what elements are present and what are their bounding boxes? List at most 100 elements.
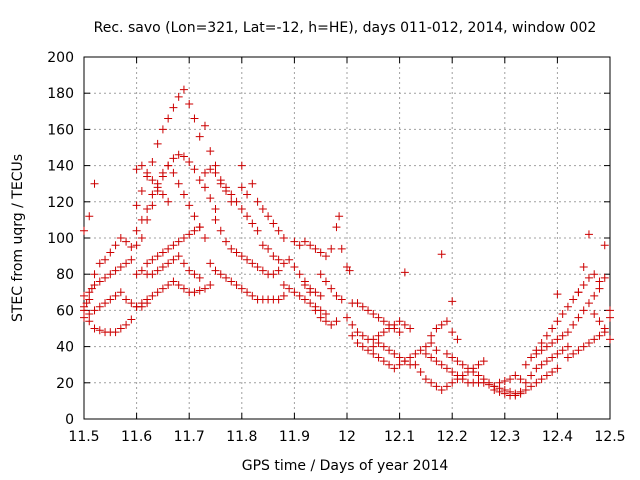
data-point [211, 205, 220, 214]
data-point [390, 349, 399, 358]
data-point [248, 219, 257, 228]
data-point [437, 386, 446, 395]
data-point [579, 281, 588, 290]
data-point [274, 255, 283, 264]
data-point [216, 270, 225, 279]
data-point [174, 281, 183, 290]
data-point [343, 313, 351, 322]
data-point [311, 306, 320, 315]
data-point [169, 103, 178, 112]
x-axis-label: GPS time / Days of year 2014 [242, 458, 449, 474]
data-point [345, 266, 354, 275]
data-point [122, 259, 131, 268]
y-tick-label: 120 [47, 195, 74, 211]
data-point [137, 234, 146, 242]
data-point [116, 324, 125, 333]
data-point [395, 317, 404, 326]
data-point [248, 259, 257, 268]
data-point [374, 331, 383, 340]
data-point [579, 342, 588, 351]
y-tick-label: 60 [56, 303, 74, 319]
data-point [164, 197, 173, 206]
data-point [158, 262, 167, 271]
data-point [179, 85, 188, 94]
data-point [158, 284, 167, 293]
data-point [395, 353, 404, 362]
data-point [153, 183, 162, 192]
data-point [306, 288, 315, 297]
data-point [606, 306, 614, 315]
data-point [158, 190, 167, 199]
data-point [206, 259, 215, 268]
data-point [364, 306, 373, 315]
data-point [306, 241, 315, 250]
data-point [521, 360, 530, 369]
data-point [143, 259, 152, 268]
data-point [516, 389, 525, 398]
data-point [232, 281, 241, 290]
data-point [90, 270, 99, 279]
data-point [527, 371, 536, 380]
x-tick-label: 12 [338, 429, 356, 445]
data-point [400, 268, 409, 277]
data-point [321, 277, 330, 286]
data-point [406, 324, 415, 333]
data-point [111, 328, 120, 337]
data-point [332, 223, 341, 232]
data-point [190, 288, 199, 297]
data-point [122, 295, 131, 304]
data-point [537, 360, 546, 369]
data-point [185, 266, 194, 275]
data-point [400, 357, 409, 366]
data-point [348, 320, 357, 329]
data-point [101, 255, 110, 264]
data-point [106, 295, 115, 304]
data-point [237, 252, 246, 261]
x-tick-label: 11.6 [121, 429, 152, 445]
data-point [206, 147, 215, 156]
data-point [211, 215, 220, 224]
data-point [474, 371, 483, 380]
data-point [143, 168, 152, 177]
data-point [584, 299, 593, 308]
y-tick-label: 0 [65, 412, 74, 428]
data-point [558, 346, 567, 355]
data-point [421, 375, 430, 384]
data-point [243, 190, 252, 199]
data-point [90, 324, 99, 333]
data-point [169, 277, 178, 286]
data-point [463, 364, 472, 373]
data-point [90, 179, 99, 188]
data-point [122, 320, 131, 329]
data-point [335, 212, 344, 221]
data-point [290, 288, 299, 297]
data-point [195, 223, 204, 232]
data-point [511, 371, 520, 380]
data-point [469, 367, 478, 376]
data-point [206, 165, 215, 174]
data-point [153, 288, 162, 297]
data-point [316, 248, 325, 257]
data-point [532, 378, 541, 387]
data-point [85, 310, 94, 319]
data-point [158, 168, 167, 177]
data-point [85, 288, 94, 297]
x-tick-label: 11.5 [68, 429, 99, 445]
data-point [548, 324, 557, 333]
data-point [148, 201, 157, 210]
data-point [111, 291, 120, 300]
data-point [316, 313, 325, 322]
data-point [374, 338, 383, 347]
data-point [211, 161, 220, 170]
data-point [227, 244, 236, 253]
data-point [348, 331, 357, 340]
data-point [574, 288, 583, 297]
data-point [290, 262, 299, 271]
data-point [190, 165, 199, 174]
data-point [148, 255, 157, 264]
data-point [185, 230, 194, 239]
data-point [195, 286, 204, 295]
data-point [132, 270, 141, 279]
data-point [127, 315, 136, 324]
data-point [248, 179, 257, 188]
